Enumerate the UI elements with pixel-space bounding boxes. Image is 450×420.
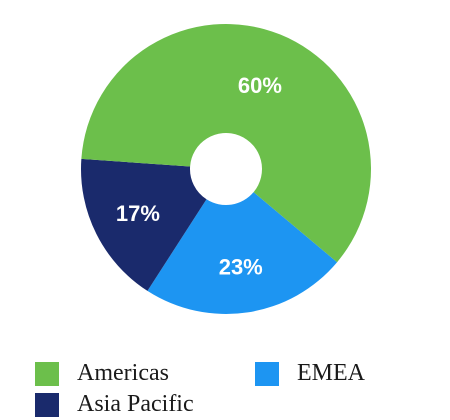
- data-label-emea: 23%: [219, 254, 263, 279]
- legend-swatch-asia-pacific: [35, 393, 59, 417]
- donut-slice-americas: [81, 23, 371, 263]
- chart-legend: Americas EMEA Asia Pacific: [0, 350, 450, 420]
- legend-label-americas: Americas: [77, 360, 169, 386]
- donut-chart: 23% 17% 60%: [80, 23, 371, 314]
- legend-label-emea: EMEA: [297, 360, 365, 386]
- legend-swatch-americas: [35, 362, 59, 386]
- legend-label-asia-pacific: Asia Pacific: [77, 391, 194, 417]
- legend-swatch-emea: [255, 362, 279, 386]
- donut-slice-asia-pacific: [80, 158, 207, 291]
- data-label-americas: 60%: [238, 73, 282, 98]
- data-label-asia-pacific: 17%: [116, 201, 160, 226]
- donut-slice-emea: [147, 192, 338, 314]
